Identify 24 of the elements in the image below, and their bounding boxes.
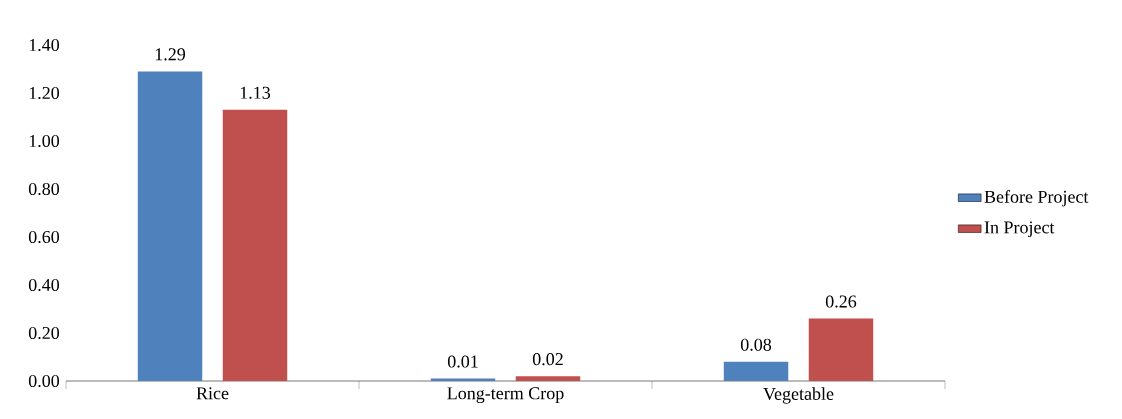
x-tick-label: Long-term Crop — [447, 387, 564, 404]
x-tick-label: Vegetable — [763, 387, 834, 404]
data-label: 0.08 — [740, 338, 772, 351]
y-tick-label: 0.80 — [28, 182, 60, 196]
data-label: 1.29 — [155, 48, 186, 61]
y-tick-label: 0.20 — [28, 326, 60, 340]
bar — [222, 109, 288, 381]
data-label: 0.01 — [447, 355, 478, 368]
y-tick-label: 0.60 — [28, 230, 60, 244]
y-tick-label: 0.00 — [28, 374, 60, 388]
data-label: 1.13 — [240, 86, 271, 99]
y-tick-label: 1.40 — [29, 38, 60, 52]
legend-label: In Project — [984, 221, 1055, 238]
data-label: 0.26 — [825, 295, 857, 308]
x-tick-label: Rice — [196, 387, 229, 400]
y-tick-label: 1.00 — [29, 134, 60, 148]
y-tick-label: 1.20 — [29, 86, 60, 100]
data-label: 0.02 — [532, 353, 563, 366]
bar — [723, 361, 789, 381]
legend-label: Before Project — [984, 190, 1089, 207]
y-tick-label: 0.40 — [28, 278, 60, 292]
bar — [137, 71, 203, 381]
bar — [808, 318, 874, 381]
bar — [515, 376, 581, 381]
